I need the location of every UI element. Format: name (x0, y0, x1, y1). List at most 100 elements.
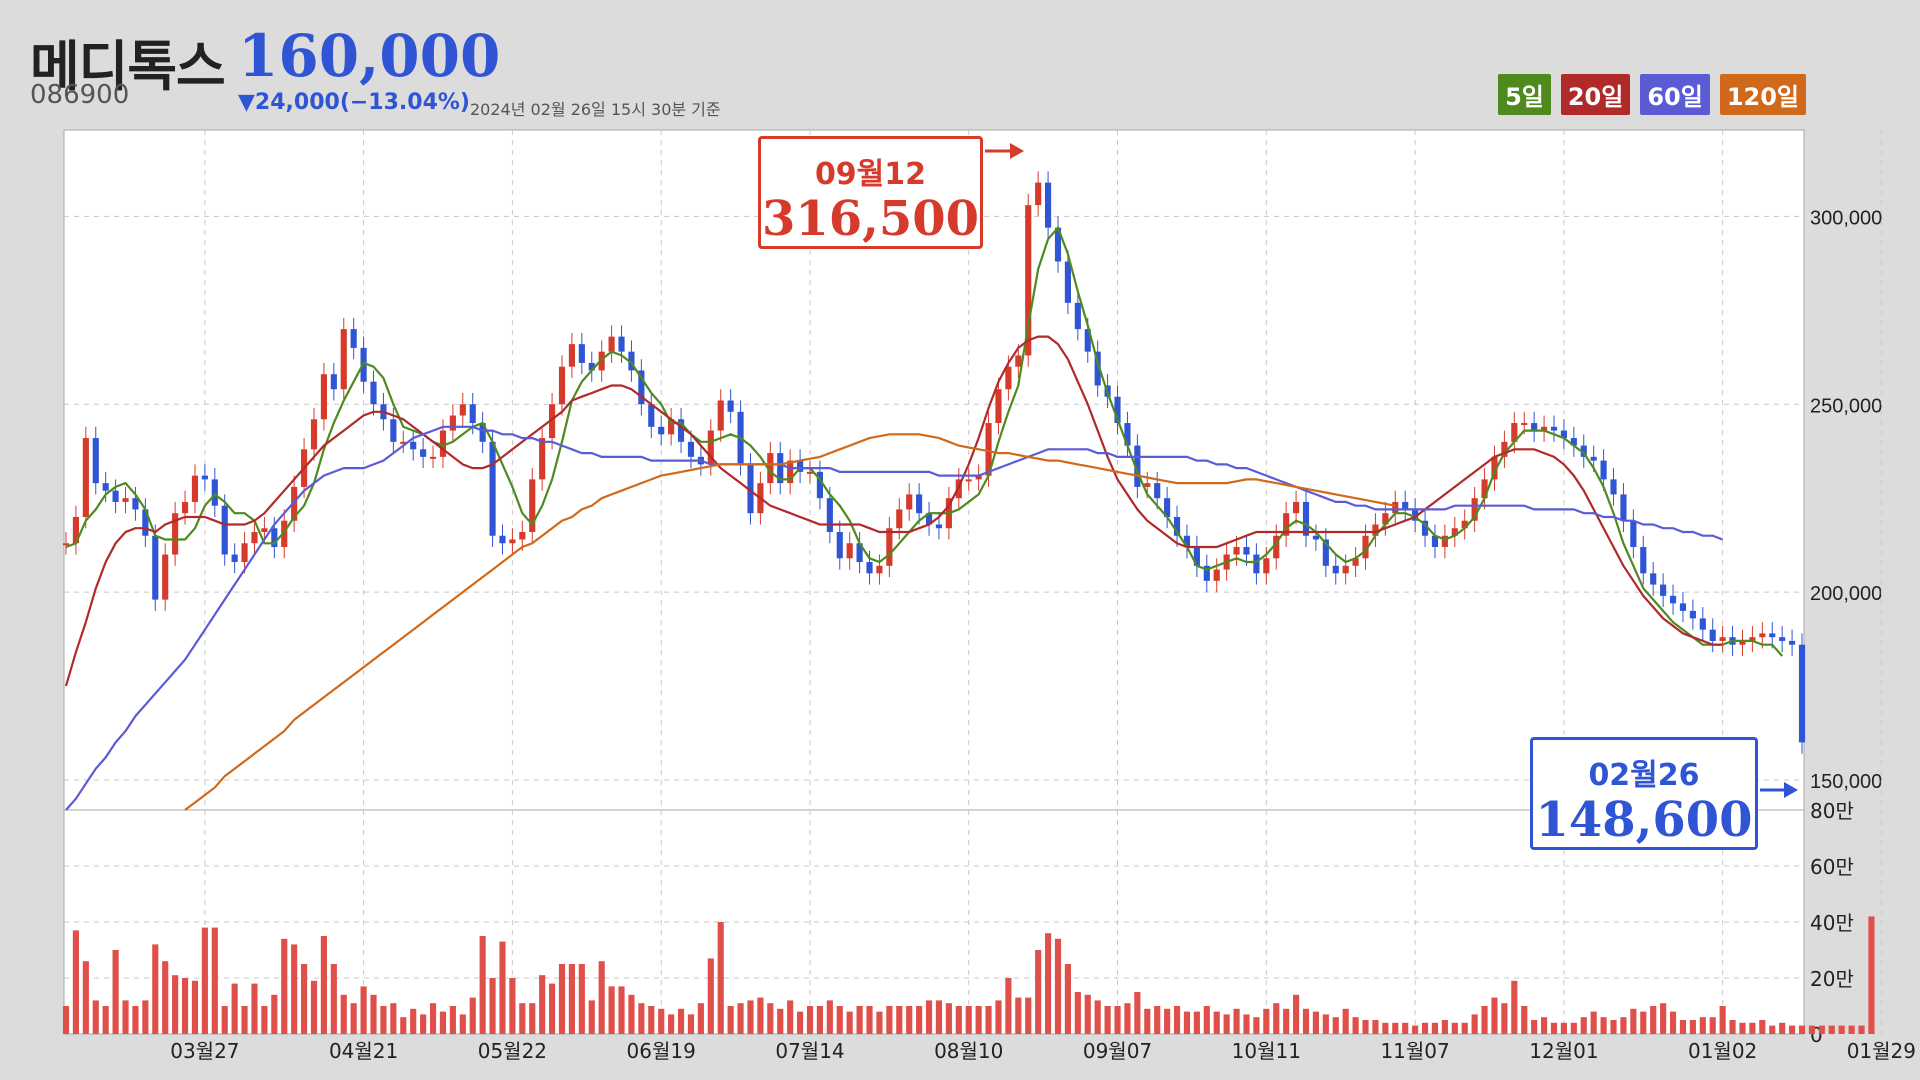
volume-bar (717, 922, 724, 1034)
candle (1213, 569, 1220, 581)
volume-bar (737, 1003, 744, 1034)
candle (1253, 554, 1260, 574)
candle (608, 336, 615, 352)
candle (1074, 302, 1081, 330)
volume-bar (1233, 1008, 1240, 1034)
candle (1719, 637, 1726, 641)
volume-bar (102, 1006, 109, 1034)
candle (1521, 423, 1528, 426)
legend-ma20[interactable]: 20일 (1560, 74, 1631, 115)
candle (935, 524, 943, 529)
volume-bar (1362, 1020, 1369, 1034)
legend-ma120[interactable]: 120일 (1719, 74, 1806, 115)
volume-bar (1312, 1011, 1319, 1034)
volume-bar (806, 1006, 814, 1034)
candle (1124, 423, 1131, 446)
candle (172, 513, 179, 555)
candle (1550, 426, 1558, 431)
candle (1412, 509, 1419, 521)
candle (390, 419, 397, 442)
volume-bar (1759, 1020, 1766, 1034)
volume-bar (370, 994, 377, 1034)
volume-bar (1501, 1003, 1508, 1034)
candle (1421, 520, 1429, 536)
volume-bar (975, 1006, 982, 1034)
volume-bar (62, 1006, 70, 1034)
candle (429, 456, 437, 459)
candle (1233, 547, 1240, 555)
candle (320, 374, 327, 420)
legend-ma5[interactable]: 5일 (1498, 74, 1551, 115)
candle (221, 505, 228, 555)
high-arrow-head (1010, 143, 1024, 159)
volume-bar (1243, 1014, 1250, 1034)
volume-bar (211, 927, 218, 1034)
as-of-timestamp: 2024년 02월 26일 15시 30분 기준 (470, 100, 721, 119)
candle (1302, 501, 1310, 536)
low-price: 148,600 (1535, 792, 1753, 848)
candle (1560, 430, 1567, 439)
volume-bar (658, 1008, 665, 1034)
candle (925, 513, 933, 525)
volume-bar (677, 1008, 685, 1034)
volume-bar (191, 980, 199, 1034)
candle (975, 475, 982, 480)
volume-bar (588, 1000, 595, 1034)
legend-ma60[interactable]: 60일 (1640, 74, 1710, 115)
candle (876, 565, 883, 574)
volume-bar (1630, 1008, 1637, 1034)
x-tick-label: 06월19 (627, 1039, 696, 1063)
candle (727, 400, 734, 412)
volume-bar (1650, 1006, 1657, 1034)
candle (92, 438, 99, 484)
volume-bar (925, 1000, 933, 1034)
volume-bar (1848, 1025, 1855, 1034)
volume-bar (747, 1000, 754, 1034)
candle (1283, 513, 1290, 536)
candle (1025, 205, 1032, 356)
volume-tick-label: 80만 (1810, 799, 1854, 823)
candle (747, 464, 754, 514)
candle (1005, 366, 1012, 390)
volume-bar (1600, 1017, 1607, 1034)
candle (1094, 351, 1101, 386)
candle (1471, 498, 1478, 521)
volume-bar (727, 1006, 734, 1034)
volume-bar (1104, 1006, 1111, 1034)
candle (1114, 396, 1121, 424)
candle (340, 329, 347, 390)
candle (806, 471, 814, 474)
volume-bar (955, 1006, 962, 1034)
volume-bar (1620, 1017, 1627, 1034)
y-tick-label: 250,000 (1810, 395, 1882, 417)
volume-bar (1074, 992, 1081, 1034)
volume-bar (1769, 1025, 1776, 1034)
volume-bar (291, 944, 298, 1034)
volume-bar (162, 961, 169, 1034)
volume-bar (1273, 1003, 1280, 1034)
candle (568, 344, 575, 367)
high-date: 09월12 (814, 157, 927, 192)
volume-bar (1114, 1006, 1121, 1034)
candle (638, 370, 645, 405)
volume-bar (995, 1000, 1002, 1034)
candle (509, 539, 516, 544)
volume-bar (876, 1011, 883, 1034)
x-tick-label: 07월14 (775, 1039, 844, 1063)
candle (906, 494, 913, 510)
candle (1570, 438, 1577, 446)
candle (618, 336, 625, 352)
volume-bar (1144, 1008, 1151, 1034)
candle (816, 471, 823, 499)
candle (995, 389, 1002, 424)
candle (310, 419, 318, 450)
candle (1620, 494, 1627, 521)
candle (1382, 513, 1389, 525)
volume-bar (1193, 1011, 1200, 1034)
volume-bar (1421, 1022, 1429, 1034)
volume-bar (668, 1014, 675, 1034)
candle (291, 486, 298, 521)
volume-bar (489, 978, 496, 1034)
candle (370, 381, 377, 405)
y-tick-label: 300,000 (1810, 207, 1882, 229)
